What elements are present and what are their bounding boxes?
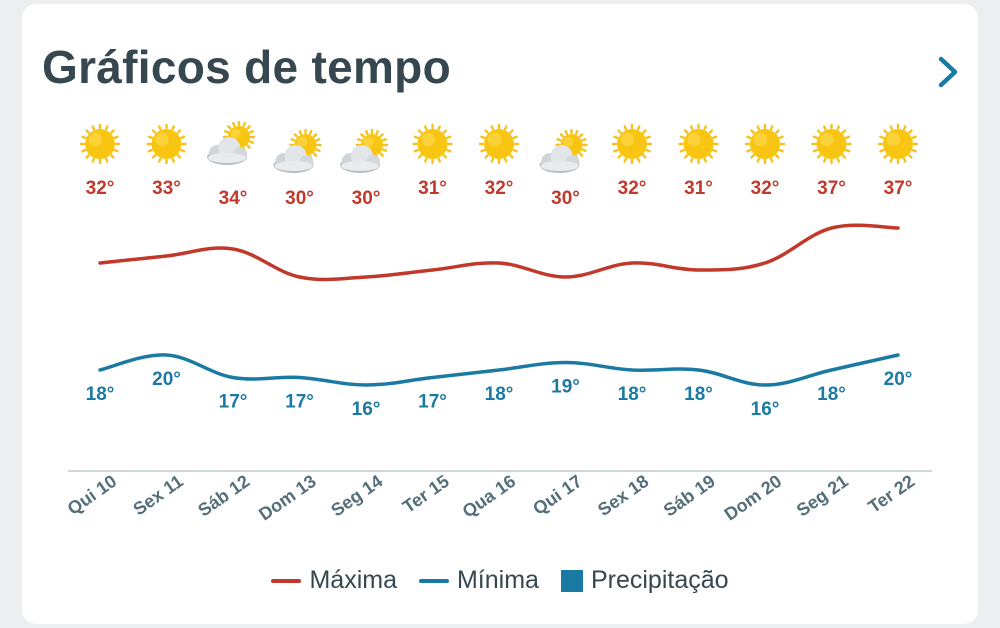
sun-icon xyxy=(811,123,852,165)
label-maxima: 30° xyxy=(285,188,314,209)
x-tick-label: Dom 20 xyxy=(721,471,786,525)
sun-icon xyxy=(744,123,786,165)
x-tick-label: Ter 22 xyxy=(864,471,918,517)
legend-item-maxima[interactable]: Máxima xyxy=(271,566,397,595)
legend-label-precipitacao: Precipitação xyxy=(590,566,729,594)
label-minima: 20° xyxy=(152,369,181,390)
label-maxima: 32° xyxy=(751,178,780,199)
legend-label-maxima: Máxima xyxy=(309,566,397,594)
legend-label-minima: Mínima xyxy=(456,566,539,594)
x-tick-label: Sex 18 xyxy=(594,471,652,520)
sun-icon xyxy=(79,123,121,165)
legend-swatch-minima xyxy=(418,578,449,583)
x-tick-label: Seg 21 xyxy=(793,471,852,521)
x-tick-label: Dom 13 xyxy=(255,471,320,525)
label-maxima: 31° xyxy=(684,178,713,199)
label-maxima: 37° xyxy=(884,178,913,199)
label-maxima: 30° xyxy=(551,188,580,209)
partly-cloudy-icon xyxy=(539,128,588,173)
weather-chart-card: Gráficos de tempo 32° 33° 34° 30° 30° 31° 32° 3… xyxy=(22,4,978,624)
temperature-chart: 32° 33° 34° 30° 30° 31° 32° 30° 32° 31° 32° 37° 37° 1… xyxy=(64,120,932,525)
card-title: Gráficos de tempo xyxy=(42,41,451,93)
label-minima: 18° xyxy=(817,384,846,405)
label-maxima: 32° xyxy=(485,178,514,199)
label-minima: 17° xyxy=(219,392,248,413)
x-tick-label: Seg 14 xyxy=(327,471,386,521)
partly-cloudy-icon xyxy=(340,128,389,173)
legend-swatch-maxima xyxy=(271,578,302,583)
label-maxima: 33° xyxy=(152,178,181,199)
x-tick-label: Sáb 19 xyxy=(660,471,719,521)
x-tick-label: Qui 17 xyxy=(529,471,586,519)
sun-icon xyxy=(478,123,520,165)
label-minima: 16° xyxy=(751,399,780,420)
partly-cloudy-icon xyxy=(207,120,256,165)
legend-item-minima[interactable]: Mínima xyxy=(418,566,539,595)
label-minima: 17° xyxy=(285,392,314,413)
chevron-right-icon[interactable] xyxy=(928,48,968,96)
label-minima: 18° xyxy=(485,384,514,405)
x-tick-label: Qua 16 xyxy=(459,471,520,522)
label-maxima: 31° xyxy=(418,178,447,199)
sun-icon xyxy=(678,123,719,165)
label-minima: 16° xyxy=(352,399,381,420)
legend-swatch-precipitacao xyxy=(560,569,583,592)
partly-cloudy-icon xyxy=(273,128,322,173)
x-tick-label: Sáb 12 xyxy=(194,471,253,521)
x-tick-label: Qui 10 xyxy=(64,471,121,519)
label-maxima: 32° xyxy=(86,178,115,199)
label-minima: 19° xyxy=(551,377,580,398)
label-maxima: 30° xyxy=(352,188,381,209)
sun-icon xyxy=(146,123,187,165)
sun-icon xyxy=(877,123,919,165)
sun-icon xyxy=(412,123,453,165)
x-tick-label: Sex 11 xyxy=(129,471,186,520)
label-minima: 17° xyxy=(418,392,447,413)
x-tick-label: Ter 15 xyxy=(399,471,453,517)
label-maxima: 37° xyxy=(817,178,846,199)
label-minima: 20° xyxy=(884,369,913,390)
label-maxima: 32° xyxy=(618,178,647,199)
sun-icon xyxy=(611,123,653,165)
label-minima: 18° xyxy=(86,384,115,405)
series-line-maxima xyxy=(98,223,900,282)
series-line-minima xyxy=(98,353,900,387)
label-maxima: 34° xyxy=(219,188,248,209)
label-minima: 18° xyxy=(684,384,713,405)
label-minima: 18° xyxy=(618,384,647,405)
chart-legend: Máxima Mínima Precipitação xyxy=(22,566,978,595)
legend-item-precipitacao[interactable]: Precipitação xyxy=(560,566,729,595)
